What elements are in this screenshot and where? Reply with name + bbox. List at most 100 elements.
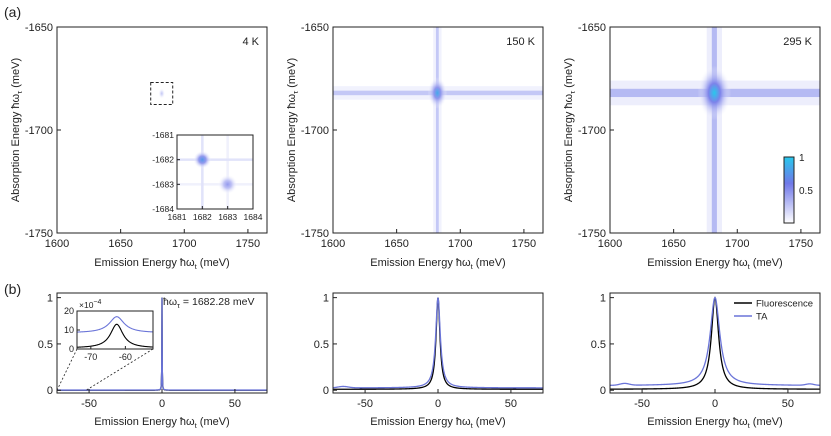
xlabel-a1: Emission Energy ħωt (meV)	[94, 257, 229, 271]
inset-y-tick-label: -1681	[152, 130, 174, 140]
x-tick-label: 1650	[108, 238, 132, 250]
legend: Fluorescence TA	[734, 299, 813, 323]
xlabel-b3: Emission Energy ħωt (meV)	[647, 416, 782, 430]
x-tick-label: 1750	[512, 238, 536, 250]
y-tick-label: -1700	[25, 125, 53, 137]
vertical-arm-a3	[711, 27, 717, 233]
colorbar-tick-label: 0.5	[799, 186, 813, 197]
inset-heatmap: 1681 1682 1683 1684 -1681 -1682 -1683 -1684	[150, 81, 263, 222]
colorbar-tick-label: 1	[799, 153, 805, 164]
panel-b-label: (b)	[4, 281, 21, 297]
y-tick-label: -1650	[301, 22, 329, 34]
xlabel-a3-unit: (meV)	[750, 257, 783, 269]
inset-y-tick-label: -1684	[152, 204, 174, 214]
ylabel-a1: Absorption Energy ħωτ (meV)	[10, 58, 24, 202]
xlabel-b1-main: Emission Energy ħω	[94, 416, 195, 428]
panel-a-label: (a)	[4, 4, 21, 20]
ylabel-a2-main: Absorption Energy ħω	[286, 93, 298, 202]
temperature-label: 295 K	[783, 36, 812, 48]
ylabel-a3: Absorption Energy ħωτ (meV)	[563, 58, 577, 202]
colorbar: 0.51	[783, 153, 813, 224]
y-tick-label: -1650	[25, 22, 53, 34]
y-tick-label: 0.5	[38, 339, 53, 351]
x-tick-label: -50	[357, 398, 373, 410]
energy-annotation-main: ħω	[163, 296, 177, 308]
xlabel-b1-unit: (meV)	[197, 416, 230, 428]
y-tick-label: 0.5	[591, 339, 606, 351]
y-tick-label: -1750	[25, 228, 53, 240]
x-tick-label: 1700	[172, 238, 196, 250]
x-tick-label: 1700	[725, 238, 749, 250]
xlabel-a3: Emission Energy ħωt (meV)	[647, 257, 782, 271]
inset-series-fluorescence	[76, 323, 154, 348]
y-tick-label: 0.5	[314, 339, 329, 351]
xlabel-a3-sub: t	[748, 262, 751, 271]
colorbar-bar	[783, 156, 795, 224]
ylabel-a1-main: Absorption Energy ħω	[10, 93, 22, 202]
temperature-label: 150 K	[506, 36, 535, 48]
xlabel-a3-main: Emission Energy ħω	[647, 257, 748, 269]
inset-peak-core	[217, 174, 238, 195]
ylabel-a2-unit: (meV)	[286, 58, 298, 91]
xlabel-b2-unit: (meV)	[473, 416, 506, 428]
y-tick-label: 1	[600, 293, 606, 305]
inset-vertical-arm	[226, 135, 229, 209]
x-tick-label: -50	[634, 398, 650, 410]
inset-frame	[176, 134, 254, 210]
inset-peak-core	[193, 150, 212, 169]
xlabel-b3-main: Emission Energy ħω	[647, 416, 748, 428]
inset-horizontal-arm	[177, 158, 253, 161]
x-tick-label: 1600	[321, 238, 345, 250]
x-tick-label: 1650	[384, 238, 408, 250]
series-line-ta	[332, 297, 543, 389]
inset-y-tick-label: 0	[69, 344, 74, 354]
inset-x-tick-label: 1683	[218, 212, 237, 222]
plot-background	[333, 293, 543, 393]
ylabel-a3-unit: (meV)	[563, 58, 575, 91]
xlabel-a2: Emission Energy ħωt (meV)	[370, 257, 505, 271]
inset-x-tick-label: 1682	[193, 212, 212, 222]
inset-scale-base: ×10	[79, 300, 94, 310]
xlabel-b2-sub: t	[471, 421, 474, 430]
linechart-b3: -50 0 50 0 0.5 1 Emission Energy ħωt (meV) Fluo…	[591, 292, 821, 430]
x-tick-label: 1750	[236, 238, 260, 250]
ylabel-a3-sub: τ	[568, 91, 577, 94]
linechart-b2: -50 0 50 0 0.5 1 Emission Energy ħωt (meV)	[314, 292, 544, 430]
peak-core-a1	[158, 88, 166, 99]
plot-background	[610, 293, 820, 393]
inset-x-tick-label: 1684	[244, 212, 263, 222]
x-tick-label: 50	[782, 398, 794, 410]
inset-x-tick-label: -70	[84, 352, 97, 362]
peak-core-a2	[427, 77, 448, 109]
energy-annotation: ħωτ = 1682.28 meV	[163, 296, 254, 310]
series-line-ta	[609, 296, 821, 386]
peak-core-a3	[697, 65, 732, 121]
xlabel-b3-sub: t	[748, 421, 751, 430]
xlabel-a1-sub: t	[195, 262, 198, 271]
series-line-ta	[57, 297, 267, 391]
inset-y-tick-label: -1683	[152, 179, 174, 189]
heatmap-a3: 1600 1650 1700 1750 -1650 -1700 -1750 295 K Emis…	[563, 22, 821, 271]
linechart-b1: -50 0 50 0 0.5 1 Emission Energy ħωt (meV) ħωτ …	[38, 292, 268, 430]
xlabel-b3-unit: (meV)	[750, 416, 783, 428]
y-tick-label: -1700	[301, 125, 329, 137]
inset-y-tick-label: -1682	[152, 155, 174, 165]
ylabel-a1-sub: τ	[15, 91, 24, 94]
heatmap-a2: 1600 1650 1700 1750 -1650 -1700 -1750 150 K Emis…	[286, 22, 544, 271]
x-tick-label: 0	[712, 398, 718, 410]
x-tick-label: 1750	[789, 238, 813, 250]
xlabel-a1-unit: (meV)	[197, 257, 230, 269]
x-tick-label: 0	[435, 398, 441, 410]
inset-x-tick-label: -60	[119, 352, 132, 362]
x-tick-label: 50	[229, 398, 241, 410]
x-tick-label: 1600	[45, 238, 69, 250]
y-tick-label: -1750	[578, 228, 606, 240]
xlabel-b2-main: Emission Energy ħω	[370, 416, 471, 428]
inset-horizontal-arm	[177, 183, 253, 186]
y-tick-label: 0	[600, 385, 606, 397]
xlabel-a2-sub: t	[471, 262, 474, 271]
inset-scale-exponent: −4	[93, 299, 101, 306]
heatmap-a1: 1600 1650 1700 1750 -1650 -1700 -1750 4 K Emissi…	[10, 22, 268, 271]
x-tick-label: 1700	[448, 238, 472, 250]
